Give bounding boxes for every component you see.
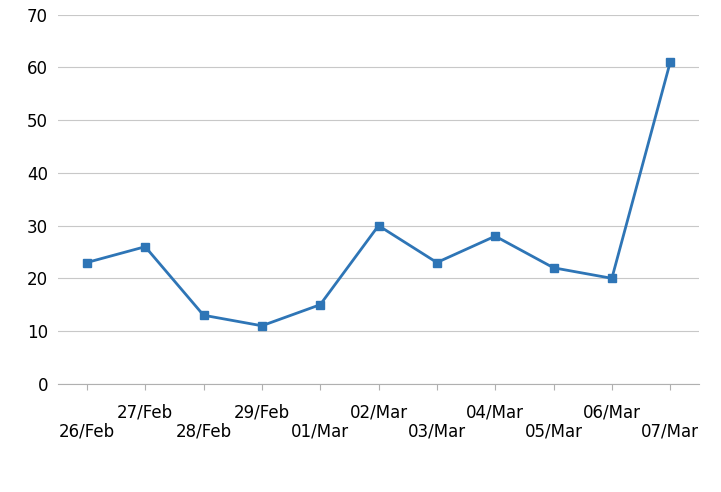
Text: 03/Mar: 03/Mar xyxy=(408,423,466,441)
Text: 05/Mar: 05/Mar xyxy=(525,423,583,441)
Text: 06/Mar: 06/Mar xyxy=(583,403,641,421)
Text: 28/Feb: 28/Feb xyxy=(175,423,231,441)
Text: 26/Feb: 26/Feb xyxy=(59,423,115,441)
Text: 07/Mar: 07/Mar xyxy=(641,423,699,441)
Text: 02/Mar: 02/Mar xyxy=(350,403,407,421)
Text: 27/Feb: 27/Feb xyxy=(117,403,173,421)
Text: 29/Feb: 29/Feb xyxy=(234,403,290,421)
Text: 01/Mar: 01/Mar xyxy=(291,423,349,441)
Text: 04/Mar: 04/Mar xyxy=(466,403,524,421)
